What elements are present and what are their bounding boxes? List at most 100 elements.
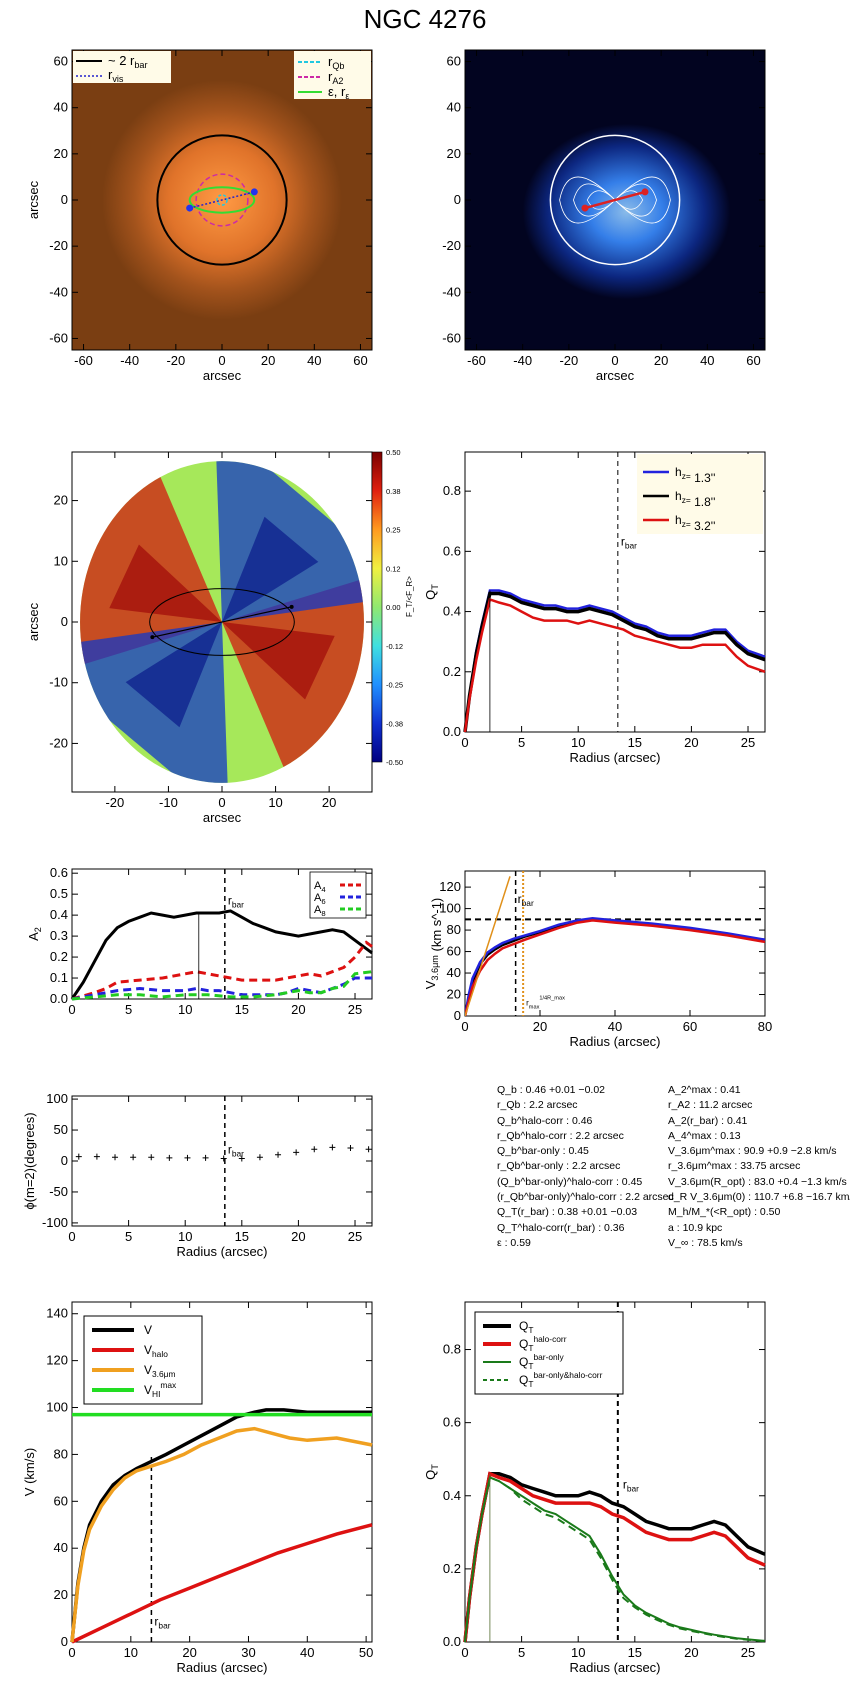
x-tick-label: 20: [291, 1002, 305, 1017]
label-sub: HI: [152, 1389, 160, 1399]
series-line: [71, 940, 373, 1001]
legend-label: rA2: [328, 69, 343, 86]
label-rest: 3.2'': [691, 519, 716, 533]
x-tick-label: 5: [125, 1229, 132, 1244]
label-sub: vis: [112, 74, 124, 84]
label-sub: bar: [134, 60, 147, 70]
colorbar: [371, 451, 383, 763]
galaxy-glow: [522, 123, 731, 300]
contour-line: [614, 183, 657, 217]
label-sup: bar-only: [533, 1352, 564, 1362]
phase-point: [220, 1155, 227, 1162]
y-tick-label: 100: [46, 1400, 68, 1415]
colorbar-tick-label: -0.12: [386, 642, 403, 651]
label-base: Q: [423, 1470, 438, 1480]
y-tick-label: -20: [442, 238, 461, 253]
phase-point: [184, 1154, 191, 1161]
label-sub: T: [528, 1325, 533, 1335]
x-tick-label: 10: [124, 1645, 138, 1660]
y-tick-label: 80: [54, 1446, 68, 1461]
legend-label: A6: [314, 892, 326, 906]
label-sub: bar: [232, 1149, 244, 1159]
x-tick-label: 10: [571, 1645, 585, 1660]
y-tick-label: 0.8: [443, 1342, 461, 1357]
y-tick-label: 20: [54, 493, 68, 508]
x-axis-label: arcsec: [596, 368, 635, 383]
legend-label: QTbar-only: [519, 1352, 565, 1371]
x-tick-label: -20: [105, 795, 124, 810]
label-base: h: [675, 465, 682, 479]
x-tick-label: 15: [235, 1229, 249, 1244]
x-tick-label: 0: [461, 735, 468, 750]
y-tick-label: -40: [442, 284, 461, 299]
label-base: Q: [519, 1373, 528, 1387]
label-base: r: [518, 892, 522, 906]
x-tick-label: 25: [741, 735, 755, 750]
label-sub: T: [528, 1379, 533, 1389]
x-tick-label: 0: [461, 1019, 468, 1034]
colorbar-label: F_T/<F_R>: [405, 576, 414, 617]
y-tick-label: 0.0: [443, 724, 461, 739]
label-sub: T: [430, 584, 440, 590]
label-base: r: [328, 69, 333, 84]
label-base: V (km/s): [22, 1448, 37, 1496]
phase-point: [329, 1144, 336, 1151]
rbar-label: rbar: [228, 1143, 244, 1159]
y-tick-label: 0.0: [443, 1634, 461, 1649]
label-base: Q: [519, 1355, 528, 1369]
label-sup: max: [160, 1380, 177, 1390]
y-tick-label: -20: [49, 238, 68, 253]
x-tick-label: -60: [467, 353, 486, 368]
x-tick-label: 20: [684, 735, 698, 750]
series-line: [464, 1476, 766, 1643]
label-sub: bar: [158, 1621, 170, 1631]
label-base: V: [144, 1363, 152, 1377]
phase-point: [166, 1154, 173, 1161]
series-line: [70, 1426, 373, 1643]
fourier-amplitudes-panel: 0 5 10 15 20 250.00.10.20.30.40.50.6A2rbarA4A…: [26, 865, 373, 1017]
y-axis-label: QT: [423, 1464, 440, 1480]
series-line: [465, 876, 511, 1016]
y-tick-label: -40: [49, 284, 68, 299]
colorbar-tick-label: 0.50: [386, 448, 401, 457]
colorbar-tick-label: -0.25: [386, 681, 403, 690]
rbar-label: rbar: [228, 894, 244, 910]
label-base: ε, r: [328, 84, 346, 99]
y-tick-label: -100: [42, 1215, 68, 1230]
y-tick-label: 0.4: [50, 907, 68, 922]
series-line: [71, 1523, 373, 1644]
x-tick-label: 40: [608, 1019, 622, 1034]
rvis-line: [189, 191, 255, 209]
contour-line: [614, 176, 671, 224]
y-tick-label: 0: [61, 614, 68, 629]
y-axis-label: QT: [423, 584, 440, 600]
phase-point: [293, 1149, 300, 1156]
x-tick-label: 60: [746, 353, 760, 368]
legend-label: VHImax: [144, 1380, 177, 1399]
y-axis-label: A2: [26, 927, 43, 941]
colorbar-tick-label: 0.25: [386, 526, 401, 535]
series-line: [70, 909, 373, 1000]
label-base: arcsec: [26, 602, 41, 641]
legend-label: V3.6μm: [144, 1363, 175, 1379]
y-tick-label: -50: [49, 1184, 68, 1199]
y-tick-label: 0: [61, 1153, 68, 1168]
info-line: V_3.6μm^max : 90.9 +0.9 −2.8 km/s: [668, 1145, 837, 1158]
label-base: Q: [423, 590, 438, 600]
x-tick-label: 15: [628, 735, 642, 750]
rA2-circle: [195, 173, 249, 227]
y-tick-label: 0.2: [50, 949, 68, 964]
bar-end-marker: [150, 635, 155, 640]
x-axis-label: Radius (arcsec): [569, 1034, 660, 1049]
y-axis-label: arcsec: [26, 180, 41, 219]
torque-lobe-core: [125, 622, 222, 728]
x-tick-label: 0: [68, 1645, 75, 1660]
x-tick-label: 40: [700, 353, 714, 368]
phase-point: [347, 1145, 354, 1151]
label-base: r: [228, 894, 232, 908]
y-tick-label: 40: [54, 1540, 68, 1555]
rbar-label: rbar: [518, 892, 534, 908]
x-axis-label: Radius (arcsec): [176, 1244, 267, 1259]
bar-end-marker: [250, 188, 258, 196]
y-tick-label: 60: [54, 1493, 68, 1508]
